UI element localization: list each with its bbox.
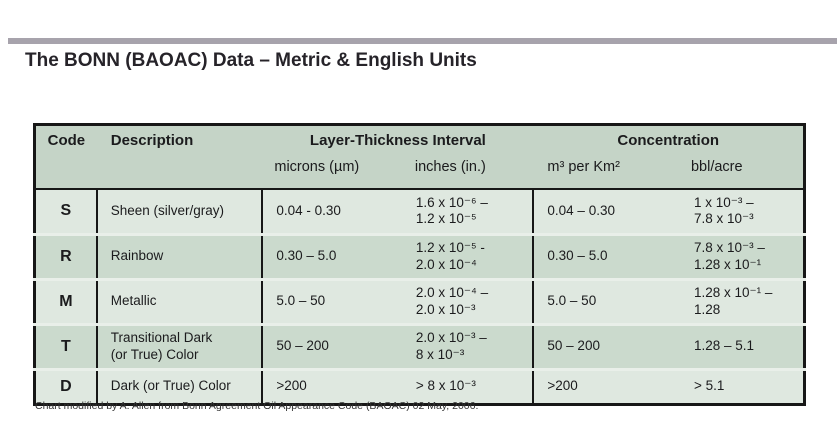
table-row-rainbow: R Rainbow 0.30 – 5.0 1.2 x 10⁻⁵ - 2.0 x … [34,232,805,279]
col-header-microns: microns (µm) [262,159,403,189]
m3-cell: 50 – 200 [533,322,681,369]
inches-cell: 2.0 x 10⁻³ – 8 x 10⁻³ [402,322,535,369]
description-cell: Sheen (silver/gray) [96,188,264,234]
col-header-bbl-acre: bbl/acre [680,159,805,189]
col-header-inches: inches (in.) [402,159,534,189]
code-cell: R [34,232,98,279]
table-row-dark: D Dark (or True) Color >200 > 8 x 10⁻³ >… [34,367,805,404]
footnote: Chart modified by A. Allen from Bonn Agr… [35,400,479,412]
microns-cell: 0.30 – 5.0 [262,232,403,279]
table-header-group-row: Code Description Layer-Thickness Interva… [34,124,805,189]
bbl-cell: > 5.1 [680,367,805,404]
description-cell: Dark (or True) Color [96,367,264,404]
bbl-cell: 1.28 x 10⁻¹ – 1.28 [680,277,805,324]
description-cell: Rainbow [96,232,264,279]
table-row-transitional: T Transitional Dark (or True) Color 50 –… [34,322,805,369]
code-cell: M [34,277,98,324]
bbl-cell: 7.8 x 10⁻³ – 1.28 x 10⁻¹ [680,232,805,279]
table-row-sheen: S Sheen (silver/gray) 0.04 - 0.30 1.6 x … [34,188,805,234]
inches-cell: 1.6 x 10⁻⁶ – 1.2 x 10⁻⁵ [402,188,535,234]
inches-cell: 2.0 x 10⁻⁴ – 2.0 x 10⁻³ [402,277,535,324]
col-header-code: Code [34,124,97,189]
m3-cell: 0.04 – 0.30 [533,188,681,234]
top-divider-bar [8,38,837,44]
m3-cell: 0.30 – 5.0 [533,232,681,279]
code-cell: S [34,188,98,234]
baoac-data-table: Code Description Layer-Thickness Interva… [33,123,806,406]
inches-cell: 1.2 x 10⁻⁵ - 2.0 x 10⁻⁴ [402,232,535,279]
bbl-cell: 1.28 – 5.1 [680,322,805,369]
table-body: S Sheen (silver/gray) 0.04 - 0.30 1.6 x … [34,188,805,404]
code-cell: T [34,322,98,369]
inches-cell: > 8 x 10⁻³ [402,367,535,404]
microns-cell: 50 – 200 [262,322,403,369]
col-header-description: Description [96,124,263,189]
col-group-layer-thickness: Layer-Thickness Interval [262,124,534,159]
description-cell: Metallic [96,277,264,324]
microns-cell: >200 [262,367,403,404]
microns-cell: 0.04 - 0.30 [262,188,403,234]
table-row-metallic: M Metallic 5.0 – 50 2.0 x 10⁻⁴ – 2.0 x 1… [34,277,805,324]
microns-cell: 5.0 – 50 [262,277,403,324]
m3-cell: >200 [533,367,681,404]
table-header-units-row: microns (µm) inches (in.) m³ per Km² bbl… [35,159,805,189]
code-cell: D [34,367,98,404]
page-title: The BONN (BAOAC) Data – Metric & English… [25,50,477,71]
bbl-cell: 1 x 10⁻³ – 7.8 x 10⁻³ [680,188,805,234]
m3-cell: 5.0 – 50 [533,277,681,324]
col-group-concentration: Concentration [533,124,805,159]
col-header-m3-per-km2: m³ per Km² [533,159,681,189]
description-cell: Transitional Dark (or True) Color [96,322,264,369]
table-header: Code Description Layer-Thickness Interva… [34,124,805,189]
